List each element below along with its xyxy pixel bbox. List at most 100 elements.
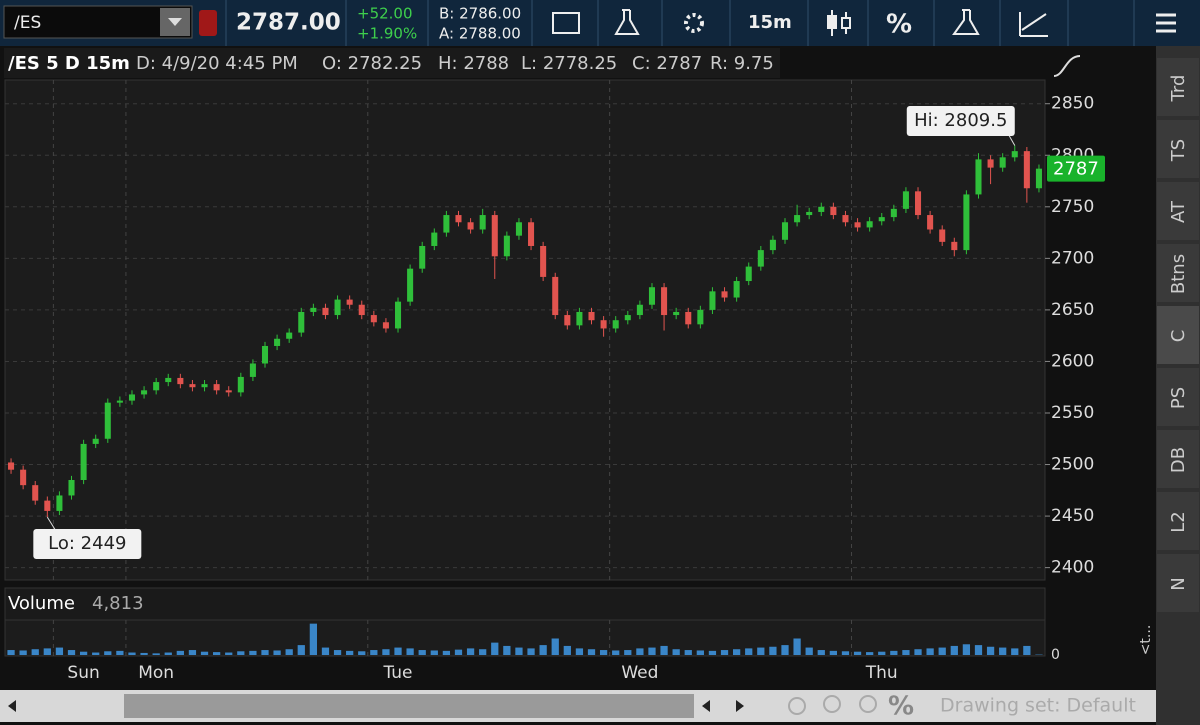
volume-bar bbox=[805, 647, 813, 655]
candle-body bbox=[322, 307, 329, 316]
volume-bar bbox=[817, 650, 825, 655]
sidebar-tab[interactable] bbox=[1157, 306, 1199, 364]
sidebar-tab[interactable] bbox=[1157, 492, 1199, 550]
volume-tick-label: 0 bbox=[1051, 647, 1060, 663]
candle-body bbox=[346, 299, 353, 305]
zoom-tools[interactable] bbox=[788, 695, 877, 715]
volume-bar bbox=[527, 648, 535, 655]
scroll-percent[interactable]: % bbox=[888, 692, 914, 722]
candle-body bbox=[334, 299, 341, 316]
volume-bar bbox=[648, 647, 656, 655]
sidebar-tab-label: N bbox=[1168, 577, 1189, 590]
icon-studies[interactable] bbox=[614, 9, 640, 35]
sidebar-collapse[interactable]: <t... bbox=[1138, 625, 1154, 656]
volume-bar bbox=[454, 649, 463, 655]
candle-body bbox=[757, 250, 764, 267]
candle-body bbox=[661, 287, 668, 316]
sidebar-tab[interactable] bbox=[1157, 58, 1199, 116]
volume-bar bbox=[769, 646, 777, 655]
candle-body bbox=[32, 485, 39, 501]
volume-bar bbox=[890, 650, 898, 655]
candle-body bbox=[479, 215, 486, 230]
last-price-box bbox=[1047, 155, 1105, 182]
volume-bar bbox=[551, 638, 559, 655]
volume-bar bbox=[285, 649, 293, 655]
net-change: +52.00 bbox=[357, 5, 413, 23]
icon-menu[interactable] bbox=[1156, 13, 1176, 33]
volume-bar bbox=[696, 650, 704, 655]
candle-body bbox=[515, 222, 522, 236]
drawing-set[interactable]: Drawing set: Default bbox=[940, 695, 1136, 717]
sidebar-tab[interactable] bbox=[1157, 244, 1199, 302]
volume-bar bbox=[152, 653, 160, 655]
candle-body bbox=[697, 309, 704, 325]
candle-body bbox=[866, 221, 873, 228]
price-pane bbox=[4, 79, 1046, 581]
sidebar-tab-label: L2 bbox=[1168, 511, 1189, 532]
sidebar-tab[interactable] bbox=[1157, 120, 1199, 178]
volume-bar bbox=[853, 651, 862, 655]
header-range: R: 9.75 bbox=[710, 53, 774, 74]
x-tick-label: Tue bbox=[382, 663, 412, 683]
volume-bar bbox=[370, 650, 378, 655]
candle-body bbox=[963, 194, 970, 251]
ask: A: 2788.00 bbox=[439, 25, 521, 43]
icon-drawings[interactable] bbox=[1019, 12, 1048, 37]
icon-strategies[interactable] bbox=[952, 9, 980, 35]
volume-bar bbox=[346, 650, 354, 655]
y-tick-label: 2450 bbox=[1051, 506, 1094, 526]
volume-bar bbox=[213, 652, 221, 655]
candle-body bbox=[902, 191, 909, 209]
sidebar-tab-label: Trd bbox=[1168, 75, 1189, 103]
y-tick-label: 2650 bbox=[1051, 300, 1094, 320]
candle-body bbox=[8, 462, 15, 470]
candle-body bbox=[274, 338, 281, 346]
volume-bar bbox=[793, 638, 801, 655]
annotation: Hi: 2809.5 bbox=[914, 110, 1007, 131]
candle-body bbox=[769, 239, 776, 251]
candle-body bbox=[842, 215, 849, 223]
icon-chart-settings[interactable] bbox=[552, 12, 580, 34]
volume-bar bbox=[757, 647, 765, 655]
icon-chart-type[interactable] bbox=[827, 10, 851, 36]
symbol: /ES bbox=[14, 13, 41, 33]
x-tick-label: Sun bbox=[67, 663, 99, 683]
annotation-box bbox=[906, 106, 1015, 136]
header-open: O: 2782.25 bbox=[322, 53, 422, 74]
alert-flag[interactable] bbox=[199, 10, 217, 36]
volume-header bbox=[4, 587, 1046, 621]
volume-bar bbox=[176, 650, 184, 655]
percent-mode[interactable]: % bbox=[886, 10, 912, 40]
candle-body bbox=[745, 266, 752, 282]
volume-bar bbox=[866, 652, 874, 655]
volume-bar bbox=[636, 648, 644, 655]
scroll-thumb[interactable] bbox=[124, 694, 694, 718]
volume-bar bbox=[539, 645, 547, 655]
volume-bar bbox=[950, 645, 958, 655]
volume-bar bbox=[503, 645, 511, 655]
sidebar-tab[interactable] bbox=[1157, 368, 1199, 426]
volume-bar bbox=[442, 650, 451, 655]
volume-bar bbox=[104, 651, 112, 655]
volume-bar bbox=[684, 650, 692, 655]
y-tick-label: 2600 bbox=[1051, 351, 1094, 371]
sidebar-tab[interactable] bbox=[1157, 182, 1199, 240]
y-tick-label: 2850 bbox=[1051, 94, 1094, 114]
sidebar-tab-label: TS bbox=[1168, 139, 1189, 162]
icon-settings[interactable] bbox=[684, 13, 704, 33]
volume-bar bbox=[624, 650, 632, 655]
timeframe[interactable]: 15m bbox=[748, 12, 792, 33]
last-price: 2787.00 bbox=[236, 10, 341, 36]
x-tick-label: Mon bbox=[138, 663, 174, 683]
y-tick-label: 2400 bbox=[1051, 558, 1094, 578]
header-low: L: 2778.25 bbox=[521, 53, 617, 74]
candle-body bbox=[165, 377, 172, 383]
volume-bar bbox=[587, 649, 596, 655]
candle-body bbox=[20, 469, 27, 486]
sidebar-tab[interactable] bbox=[1157, 554, 1199, 612]
candle-body bbox=[128, 394, 135, 401]
icon-chart-style[interactable] bbox=[1053, 55, 1081, 77]
candle-body bbox=[576, 311, 583, 326]
sidebar-tab[interactable] bbox=[1157, 430, 1199, 488]
